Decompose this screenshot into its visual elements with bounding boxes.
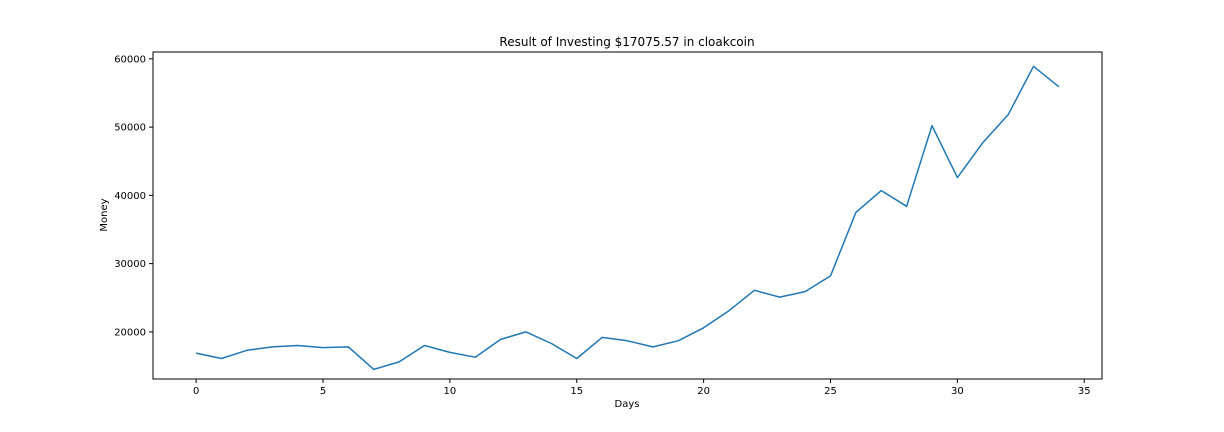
x-tick-label: 5 — [320, 386, 326, 397]
x-tick-label: 20 — [697, 386, 710, 397]
y-tick-label: 50000 — [114, 123, 146, 134]
plot-area-frame — [152, 51, 1103, 380]
series-layer — [195, 65, 1060, 371]
y-tick-label: 30000 — [114, 259, 146, 270]
x-tick-label: 15 — [570, 386, 583, 397]
x-tick-label: 35 — [1078, 386, 1091, 397]
x-tick-label: 25 — [824, 386, 837, 397]
y-tick-label: 40000 — [114, 191, 146, 202]
x-axis-label: Days — [615, 399, 640, 410]
x-tick-label: 30 — [951, 386, 964, 397]
y-tick-label: 20000 — [114, 327, 146, 338]
x-tick-label: 10 — [444, 386, 457, 397]
x-axis: 0 5 10 15 20 25 30 35 — [193, 379, 1091, 397]
x-tick-label: 0 — [193, 386, 199, 397]
chart-title: Result of Investing $17075.57 in cloakco… — [499, 35, 754, 49]
y-axis: 20000 30000 40000 50000 60000 — [114, 54, 153, 338]
series-line — [195, 65, 1060, 371]
y-axis-label: Money — [99, 198, 110, 231]
y-tick-label: 60000 — [114, 54, 146, 65]
